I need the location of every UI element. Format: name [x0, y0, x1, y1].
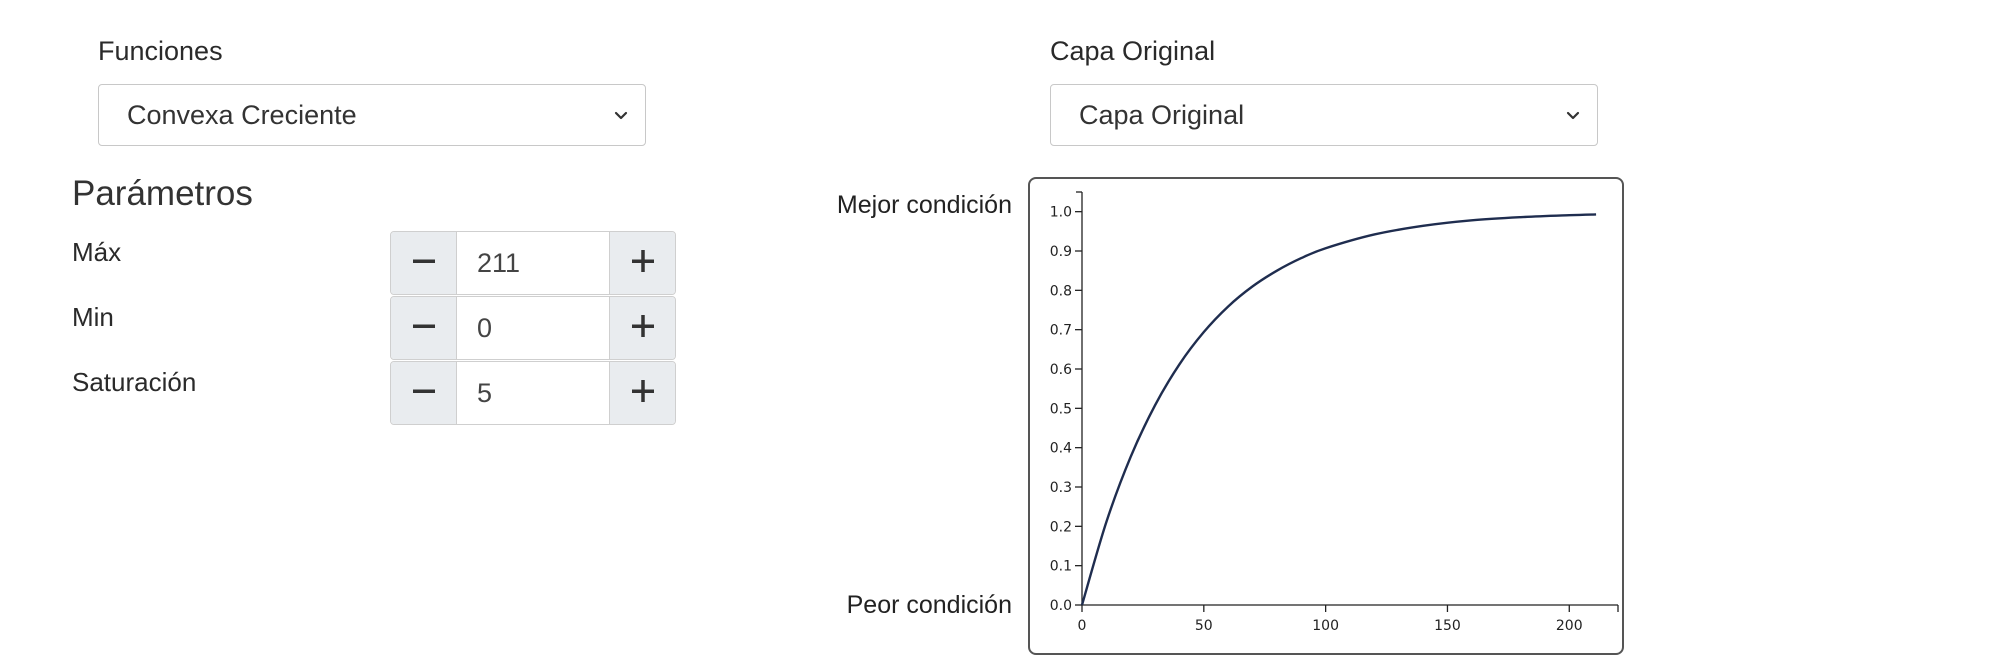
y-tick-label: 1.0 — [1050, 205, 1072, 221]
max-increment-button[interactable] — [609, 232, 675, 294]
y-tick-label: 0.8 — [1050, 283, 1072, 299]
y-tick-label: 0.1 — [1050, 559, 1072, 575]
best-condition-label: Mejor condición — [836, 191, 1012, 219]
y-tick-label: 0.5 — [1050, 401, 1072, 417]
minus-icon — [411, 313, 437, 344]
y-tick-label: 0.9 — [1050, 244, 1072, 260]
plus-icon — [630, 248, 656, 279]
saturation-decrement-button[interactable] — [391, 362, 457, 424]
saturation-input[interactable]: 5 — [477, 377, 493, 408]
min-stepper: 0 — [390, 296, 676, 360]
functions-selected-value: Convexa Creciente — [127, 99, 357, 130]
y-tick-label: 0.7 — [1050, 323, 1072, 339]
y-tick-label: 0.4 — [1050, 441, 1072, 457]
max-decrement-button[interactable] — [391, 232, 457, 294]
x-tick-label: 200 — [1556, 618, 1583, 634]
layer-select[interactable]: Capa Original — [1050, 84, 1598, 146]
max-input[interactable]: 211 — [477, 247, 521, 278]
y-tick-label: 0.0 — [1050, 598, 1072, 614]
series-line — [1080, 213, 1597, 606]
minus-icon — [411, 248, 437, 279]
min-input[interactable]: 0 — [477, 312, 493, 343]
param-saturation-label: Saturación — [72, 367, 197, 397]
functions-label: Funciones — [98, 36, 223, 66]
saturation-increment-button[interactable] — [609, 362, 675, 424]
functions-select[interactable]: Convexa Creciente — [98, 84, 646, 146]
function-chart: 0.0 0.1 0.2 0.3 0.4 0.5 0.6 0.7 0.8 0.9 1.0 0 50 100 1… — [1028, 177, 1624, 655]
x-tick-label: 0 — [1078, 618, 1087, 634]
param-max-label: Máx — [72, 237, 122, 267]
worst-condition-label: Peor condición — [846, 591, 1012, 619]
chevron-down-icon — [1563, 105, 1583, 125]
max-stepper: 211 — [390, 231, 676, 295]
chart-svg: 0.0 0.1 0.2 0.3 0.4 0.5 0.6 0.7 0.8 0.9 1.0 0 50 100 1… — [1050, 191, 1619, 634]
parameters-title: Parámetros — [72, 174, 253, 213]
y-tick-label: 0.6 — [1050, 362, 1072, 378]
param-min-label: Min — [72, 302, 114, 332]
chevron-down-icon — [611, 105, 631, 125]
y-tick-label: 0.2 — [1050, 519, 1072, 535]
layer-label: Capa Original — [1050, 36, 1216, 66]
x-tick-label: 100 — [1312, 618, 1339, 634]
plus-icon — [630, 313, 656, 344]
y-tick-label: 0.3 — [1050, 480, 1072, 496]
saturation-stepper: 5 — [390, 361, 676, 425]
x-tick-label: 150 — [1434, 618, 1461, 634]
min-increment-button[interactable] — [609, 297, 675, 359]
layer-selected-value: Capa Original — [1079, 99, 1245, 130]
minus-icon — [411, 378, 437, 409]
min-decrement-button[interactable] — [391, 297, 457, 359]
x-tick-label: 50 — [1195, 618, 1213, 634]
plus-icon — [630, 378, 656, 409]
